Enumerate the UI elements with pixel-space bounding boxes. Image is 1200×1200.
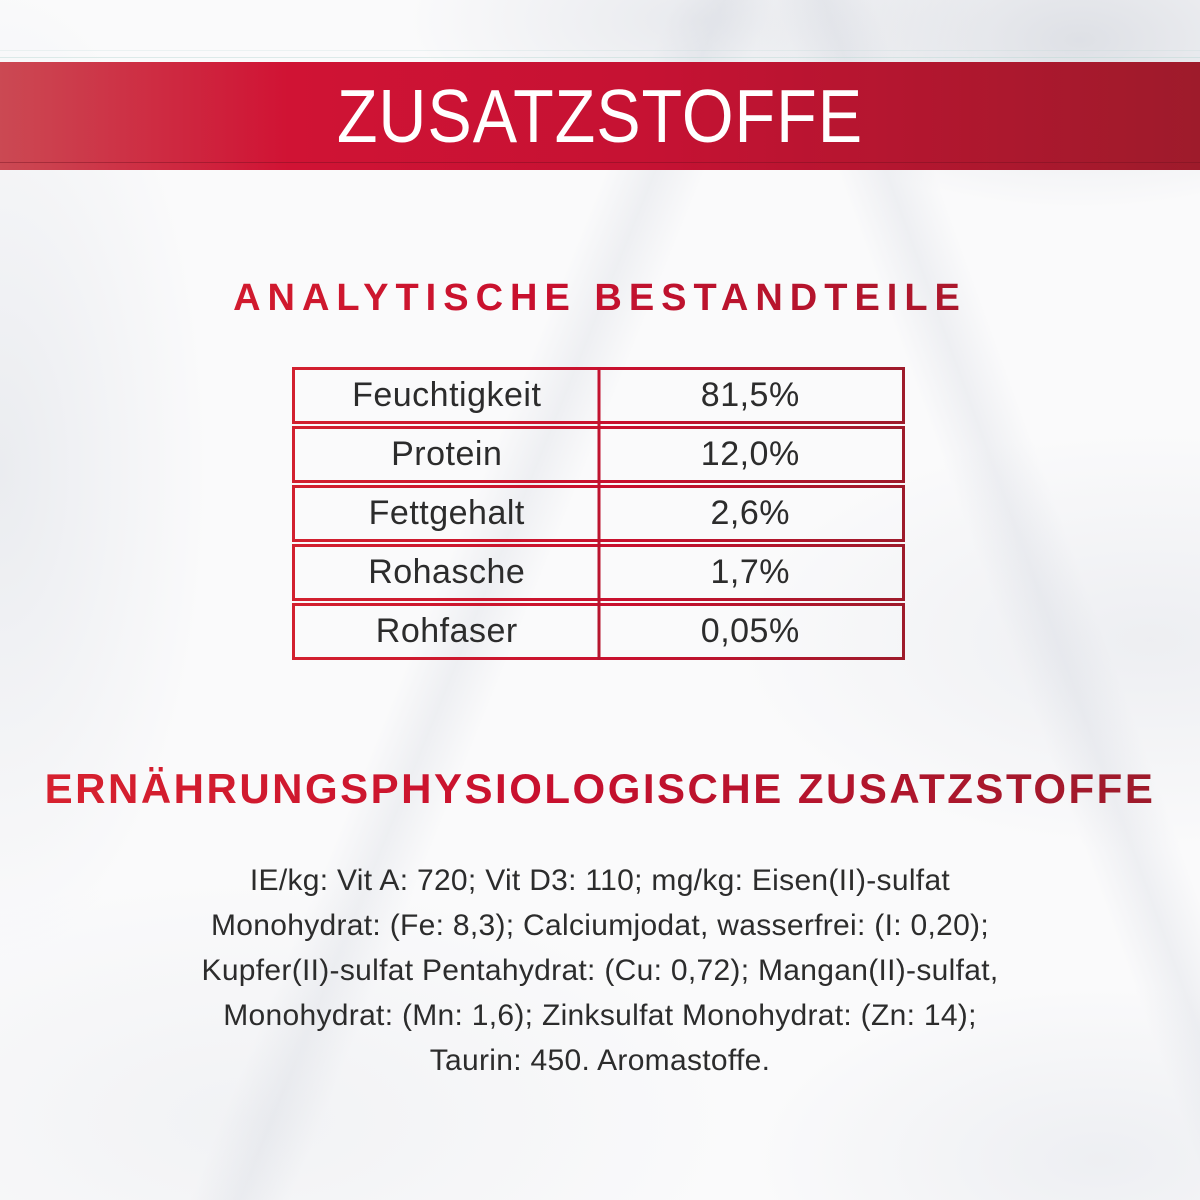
banner-title: ZUSATZSTOFFE [336,73,864,159]
table-cell-value: 1,7% [710,553,790,591]
nutrition-table: Feuchtigkeit 81,5% Protein 12,0% Fettgeh… [292,367,905,662]
additives-heading: ERNÄHRUNGSPHYSIOLOGISCHE ZUSATZSTOFFE [0,765,1200,813]
table-cell-value: 12,0% [700,435,800,473]
additives-paragraph: IE/kg: Vit A: 720; Vit D3: 110; mg/kg: E… [100,858,1100,1083]
marble-seam [0,57,1200,58]
paragraph-line: IE/kg: Vit A: 720; Vit D3: 110; mg/kg: E… [249,864,951,897]
banner: ZUSATZSTOFFE [0,62,1200,170]
paragraph-line: Kupfer(II)-sulfat Pentahydrat: (Cu: 0,72… [201,954,999,987]
analytical-heading: ANALYTISCHE BESTANDTEILE [0,277,1200,320]
paragraph-line: Taurin: 450. Aromastoffe. [429,1044,771,1077]
table-column-divider [597,367,600,660]
table-cell-label: Rohfaser [375,612,518,650]
table-cell-label: Fettgehalt [368,494,525,532]
table-cell-value: 81,5% [700,376,800,414]
table-cell-value: 2,6% [710,494,790,532]
marble-seam [0,50,1200,51]
paragraph-line: Monohydrat: (Mn: 1,6); Zinksulfat Monohy… [223,999,977,1032]
paragraph-line: Monohydrat: (Fe: 8,3); Calciumjodat, was… [211,909,989,942]
table-cell-value: 0,05% [700,612,800,650]
table-cell-label: Rohasche [368,553,526,591]
table-cell-label: Protein [391,435,503,473]
table-cell-label: Feuchtigkeit [352,376,542,414]
